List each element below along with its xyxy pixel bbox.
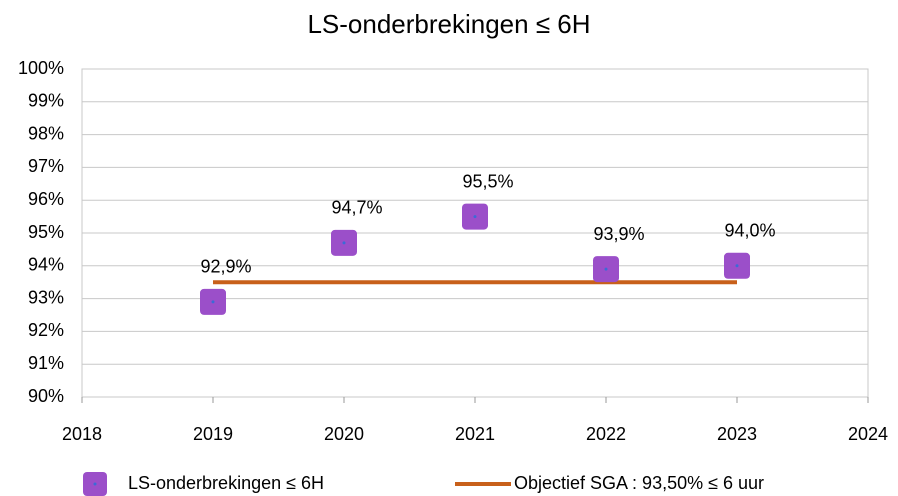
x-tick-label: 2020 [324,424,364,444]
y-tick-label: 94% [28,255,64,275]
legend-marker-dot [93,482,97,486]
x-tick-label: 2024 [848,424,888,444]
marker-dot [473,215,477,219]
x-tick-label: 2023 [717,424,757,444]
legend-label: LS-onderbrekingen ≤ 6H [128,473,324,493]
data-label: 95,5% [462,171,513,191]
y-tick-label: 93% [28,287,64,307]
x-tick-label: 2021 [455,424,495,444]
y-tick-label: 95% [28,222,64,242]
y-tick-label: 97% [28,156,64,176]
y-tick-label: 96% [28,189,64,209]
y-tick-label: 92% [28,320,64,340]
chart-title: LS-onderbrekingen ≤ 6H [307,9,590,39]
legend-label: Objectief SGA : 93,50% ≤ 6 uur [514,473,764,493]
data-label: 94,7% [331,198,382,218]
marker-dot [604,267,608,271]
marker-dot [211,300,215,304]
y-tick-label: 99% [28,91,64,111]
y-tick-label: 91% [28,353,64,373]
x-tick-label: 2018 [62,424,102,444]
x-tick-label: 2022 [586,424,626,444]
data-label: 93,9% [593,224,644,244]
data-label: 92,9% [200,257,251,277]
marker-dot [342,241,346,245]
y-tick-label: 98% [28,123,64,143]
y-tick-label: 90% [28,386,64,406]
marker-dot [735,264,739,268]
data-label: 94,0% [724,221,775,241]
y-tick-label: 100% [18,58,64,78]
x-tick-label: 2019 [193,424,233,444]
